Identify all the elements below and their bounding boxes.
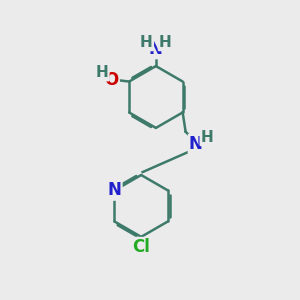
Text: H: H: [140, 35, 153, 50]
Text: H: H: [159, 35, 172, 50]
Text: N: N: [107, 182, 121, 200]
Text: H: H: [201, 130, 214, 145]
Text: O: O: [104, 71, 118, 89]
Text: H: H: [96, 65, 108, 80]
Text: N: N: [149, 40, 163, 58]
Text: Cl: Cl: [132, 238, 150, 256]
Text: N: N: [189, 135, 203, 153]
